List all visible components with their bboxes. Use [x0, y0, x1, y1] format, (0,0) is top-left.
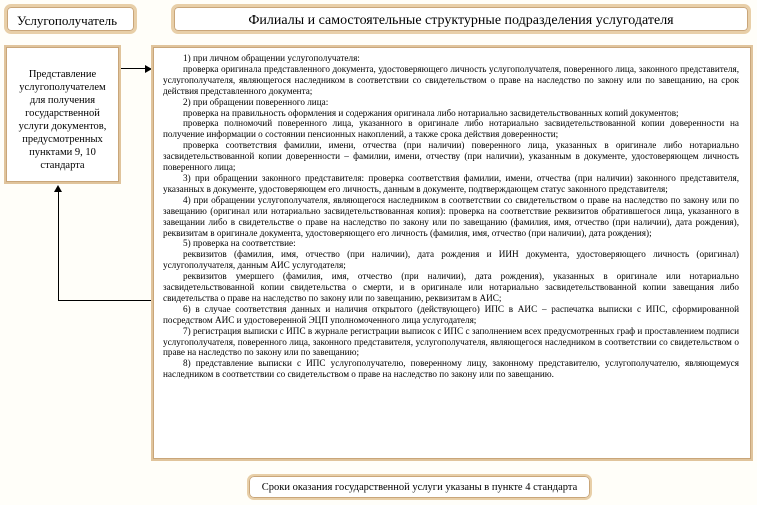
step-submit-documents: Представление услугополучателем для полу…	[4, 45, 121, 184]
step-paragraph: реквизитов умершего (фамилия, имя, отчес…	[163, 271, 739, 303]
return-line-vertical	[58, 191, 59, 301]
step-paragraph: 7) регистрация выписки с ИПС в журнале р…	[163, 325, 739, 358]
step-paragraph: проверка оригинала представленного докум…	[163, 63, 739, 96]
step-paragraph: 2) при обращении поверенного лица:	[183, 96, 329, 107]
step-paragraph: 1) при личном обращении услугополучателя…	[183, 53, 360, 63]
header-branches: Филиалы и самостоятельные структурные по…	[171, 4, 751, 34]
service-deadline-note: Сроки оказания государственной услуги ук…	[247, 474, 592, 500]
step-paragraph: 5) проверка на соответствие:	[183, 238, 296, 249]
step-paragraph: 8) представление выписки с ИПС услугопол…	[163, 358, 739, 380]
return-line-horizontal	[58, 300, 151, 301]
step-paragraph: проверка соответствия фамилии, имени, от…	[163, 140, 739, 173]
processing-steps: 1) при личном обращении услугополучателя…	[151, 45, 753, 461]
arrowhead-up-icon	[54, 185, 62, 192]
step-paragraph: 4) при обращении услугополучателя, являю…	[163, 194, 739, 238]
step-paragraph: 3) при обращении законного представителя…	[163, 172, 739, 194]
step-paragraph: проверка полномочий поверенного лица, ук…	[163, 118, 739, 140]
header-service-recipient: Услугополучатель	[4, 4, 137, 34]
step-paragraph: реквизитов (фамилия, имя, отчество (при …	[163, 249, 739, 271]
arrow-to-main	[121, 68, 146, 69]
arrowhead-right-icon	[145, 65, 152, 73]
step-paragraph: 6) в случае соответствия данных и наличи…	[163, 303, 739, 325]
step-paragraph: проверка на правильность оформления и со…	[183, 107, 679, 118]
